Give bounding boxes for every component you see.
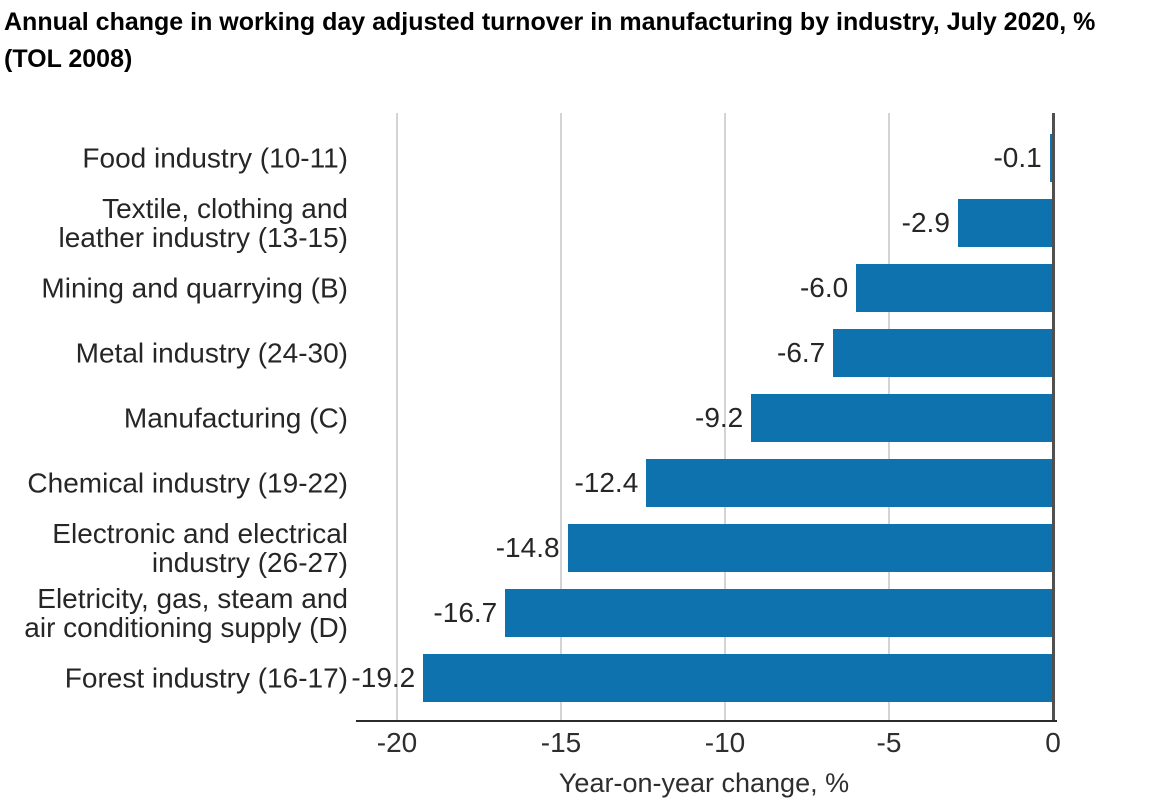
category-label-line: Eletricity, gas, steam and (37, 582, 348, 614)
x-tick-label: -10 (704, 727, 746, 758)
value-label: -6.0 (799, 271, 849, 303)
value-label: -14.8 (495, 531, 560, 563)
category-label-line: Manufacturing (C) (123, 402, 348, 433)
category-label-line: Textile, clothing and (102, 192, 348, 224)
value-label: -2.9 (901, 206, 950, 238)
chart-title: Annual change in working day adjusted tu… (4, 4, 1152, 78)
bar (1049, 133, 1053, 182)
category-label: Forest industry (16-17) (0, 663, 348, 692)
x-tick-label: -15 (540, 727, 582, 758)
category-label: Metal industry (24-30) (0, 338, 348, 367)
chart-title-line-2: (TOL 2008) (4, 45, 133, 73)
x-tick-label: 0 (1045, 727, 1061, 758)
category-label: Electronic and electrical industry (26-27… (0, 519, 348, 577)
category-label-line: Food industry (10-11) (82, 142, 348, 173)
chart-title-line-1: Annual change in working day adjusted tu… (4, 8, 1096, 36)
value-label: -19.2 (351, 661, 416, 693)
category-label-line: air conditioning supply (D) (24, 611, 348, 643)
x-tick-label: -5 (876, 727, 902, 758)
x-tick-label: -20 (376, 727, 418, 758)
value-label: -16.7 (433, 596, 498, 628)
bar (646, 458, 1053, 507)
category-label: Mining and quarrying (B) (0, 273, 348, 302)
category-label: Textile, clothing and leather industry (1… (0, 194, 348, 252)
category-label: Eletricity, gas, steam and air conditioni… (0, 584, 348, 642)
category-label-line: Chemical industry (19-22) (27, 467, 348, 498)
category-label-line: Electronic and electrical (52, 517, 348, 549)
bar (856, 263, 1053, 312)
value-label: -9.2 (695, 401, 744, 433)
gridline (560, 113, 562, 721)
bar (957, 198, 1053, 247)
value-label: -6.7 (777, 336, 826, 368)
bar (833, 328, 1053, 377)
category-label: Food industry (10-11) (0, 143, 348, 172)
x-axis-title: Year-on-year change, % (558, 768, 850, 798)
bar (751, 393, 1053, 442)
category-label: Chemical industry (19-22) (0, 468, 348, 497)
bar (423, 653, 1053, 702)
zero-axis-line (1051, 113, 1055, 721)
bar (567, 523, 1053, 572)
category-label-line: Metal industry (24-30) (75, 337, 348, 368)
gridline (396, 113, 398, 721)
value-label: -0.1 (993, 141, 1042, 173)
category-label-line: Forest industry (16-17) (64, 662, 348, 693)
category-label-line: industry (26-27) (151, 546, 348, 578)
x-axis-line (356, 720, 1057, 722)
category-label-line: leather industry (13-15) (58, 221, 348, 253)
bar (505, 588, 1053, 637)
category-label: Manufacturing (C) (0, 403, 348, 432)
gridline (724, 113, 726, 721)
category-label-line: Mining and quarrying (B) (41, 272, 348, 303)
value-label: -12.4 (574, 466, 639, 498)
